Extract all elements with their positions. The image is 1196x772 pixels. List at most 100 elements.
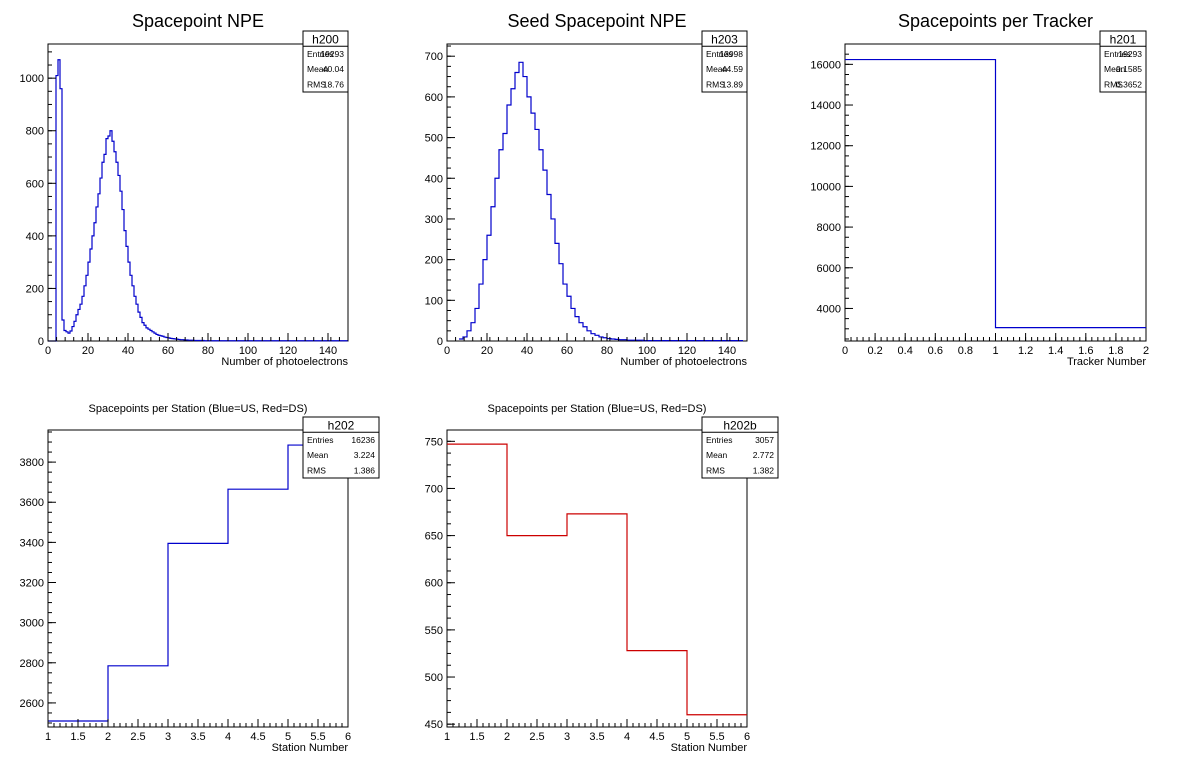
stats-rms-label: RMS [1104, 79, 1123, 89]
stats-entries-label: Entries [706, 435, 732, 445]
x-tick-label: 1.8 [1108, 345, 1123, 357]
stats-mean-value: 40.04 [323, 64, 345, 74]
x-tick-label: 1.2 [1018, 345, 1033, 357]
y-tick-label: 3200 [20, 578, 44, 590]
histogram-line [48, 444, 348, 722]
chart-h201: Spacepoints per Tracker 0 0.2 0.4 0.6 0.8 1 1.2… [810, 11, 1149, 368]
stats-name: h201 [1110, 32, 1137, 46]
chart-title: Spacepoints per Station (Blue=US, Red=DS… [488, 403, 707, 415]
chart-title: Seed Spacepoint NPE [507, 11, 686, 31]
y-tick-label: 650 [425, 531, 443, 543]
stats-entries-value: 16236 [351, 435, 375, 445]
y-tick-label: 700 [425, 51, 443, 63]
x-tick-label: 40 [122, 345, 134, 357]
x-tick-label: 6 [744, 731, 750, 743]
stats-rms-label: RMS [307, 79, 326, 89]
y-tick-label: 0 [38, 336, 44, 348]
y-tick-label: 14000 [810, 100, 841, 112]
stats-name: h203 [711, 32, 738, 46]
x-tick-label: 3.5 [190, 731, 205, 743]
x-tick-label: 1.6 [1078, 345, 1093, 357]
x-tick-label: 140 [319, 345, 337, 357]
x-tick-label: 1.4 [1048, 345, 1063, 357]
x-tick-label: 1 [992, 345, 998, 357]
stats-entries-label: Entries [706, 49, 732, 59]
x-tick-label: 2 [105, 731, 111, 743]
chart-h202b: Spacepoints per Station (Blue=US, Red=DS… [425, 403, 779, 754]
stats-entries-value: 19293 [1118, 49, 1142, 59]
stats-entries-value: 13998 [719, 49, 743, 59]
y-tick-label: 550 [425, 625, 443, 637]
stats-box: h202b Entries 3057 Mean 2.772 RMS 1.382 [701, 416, 779, 479]
stats-name: h200 [312, 32, 339, 46]
x-tick-label: 1.5 [70, 731, 85, 743]
y-tick-label: 600 [26, 178, 44, 190]
y-tick-label: 800 [26, 126, 44, 138]
stats-mean-value: 0.1585 [1116, 64, 1142, 74]
stats-rms-value: 13.89 [722, 79, 744, 89]
x-tick-label: 1 [45, 731, 51, 743]
x-tick-label: 0 [842, 345, 848, 357]
stats-rms-value: 1.382 [753, 465, 775, 475]
x-tick-label: 1.5 [469, 731, 484, 743]
chart-h200: Spacepoint NPE 0 20 40 60 80 100 120 140 0 200 400 6… [20, 11, 349, 368]
x-tick-label: 6 [345, 731, 351, 743]
x-tick-label: 60 [561, 345, 573, 357]
x-tick-label: 0 [444, 345, 450, 357]
y-tick-label: 3000 [20, 618, 44, 630]
stats-entries-label: Entries [307, 435, 333, 445]
x-tick-label: 20 [481, 345, 493, 357]
x-tick-label: 2.5 [529, 731, 544, 743]
x-tick-label: 5.5 [310, 731, 325, 743]
y-tick-label: 200 [26, 283, 44, 295]
x-tick-label: 0.2 [867, 345, 882, 357]
y-tick-label: 200 [425, 255, 443, 267]
histogram-line [447, 443, 747, 716]
chart-h203: Seed Spacepoint NPE 0 20 40 60 80 100 120 140 0 10… [425, 11, 748, 368]
y-tick-label: 6000 [817, 263, 841, 275]
stats-mean-label: Mean [706, 64, 728, 74]
x-tick-label: 80 [601, 345, 613, 357]
stats-rms-value: 1.386 [354, 465, 376, 475]
y-tick-label: 3600 [20, 497, 44, 509]
x-tick-label: 1 [444, 731, 450, 743]
x-tick-label: 5.5 [709, 731, 724, 743]
x-tick-label: 140 [718, 345, 736, 357]
y-tick-label: 750 [425, 436, 443, 448]
x-tick-label: 40 [521, 345, 533, 357]
x-axis-label: Tracker Number [1067, 356, 1146, 368]
plot-frame [446, 43, 748, 342]
y-tick-label: 400 [425, 173, 443, 185]
x-tick-label: 4.5 [250, 731, 265, 743]
x-tick-label: 5 [684, 731, 690, 743]
x-tick-label: 20 [82, 345, 94, 357]
y-tick-label: 700 [425, 483, 443, 495]
chart-h202: Spacepoints per Station (Blue=US, Red=DS… [20, 403, 380, 754]
y-tick-label: 500 [425, 672, 443, 684]
x-tick-label: 0.4 [898, 345, 913, 357]
stats-mean-value: 2.772 [753, 450, 775, 460]
y-tick-label: 16000 [810, 59, 841, 71]
y-tick-label: 10000 [810, 181, 841, 193]
x-tick-label: 5 [285, 731, 291, 743]
y-tick-label: 500 [425, 133, 443, 145]
chart-title: Spacepoint NPE [132, 11, 264, 31]
y-tick-label: 12000 [810, 141, 841, 153]
x-tick-label: 2 [1143, 345, 1149, 357]
stats-name: h202 [328, 418, 355, 432]
x-tick-label: 120 [279, 345, 297, 357]
stats-rms-label: RMS [307, 465, 326, 475]
stats-box: h202 Entries 16236 Mean 3.224 RMS 1.386 [302, 416, 380, 479]
y-tick-label: 1000 [20, 73, 44, 85]
x-tick-label: 0.6 [928, 345, 943, 357]
stats-mean-label: Mean [1104, 64, 1126, 74]
x-tick-label: 3 [165, 731, 171, 743]
stats-name: h202b [723, 418, 757, 432]
x-axis-label: Station Number [671, 742, 748, 754]
stats-rms-value: 0.3652 [1116, 79, 1142, 89]
x-tick-label: 100 [638, 345, 656, 357]
x-tick-label: 4 [225, 731, 231, 743]
